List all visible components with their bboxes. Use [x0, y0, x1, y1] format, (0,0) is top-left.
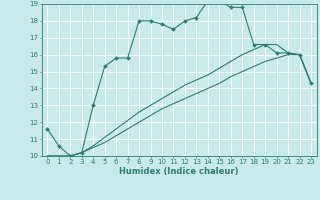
X-axis label: Humidex (Indice chaleur): Humidex (Indice chaleur)	[119, 167, 239, 176]
